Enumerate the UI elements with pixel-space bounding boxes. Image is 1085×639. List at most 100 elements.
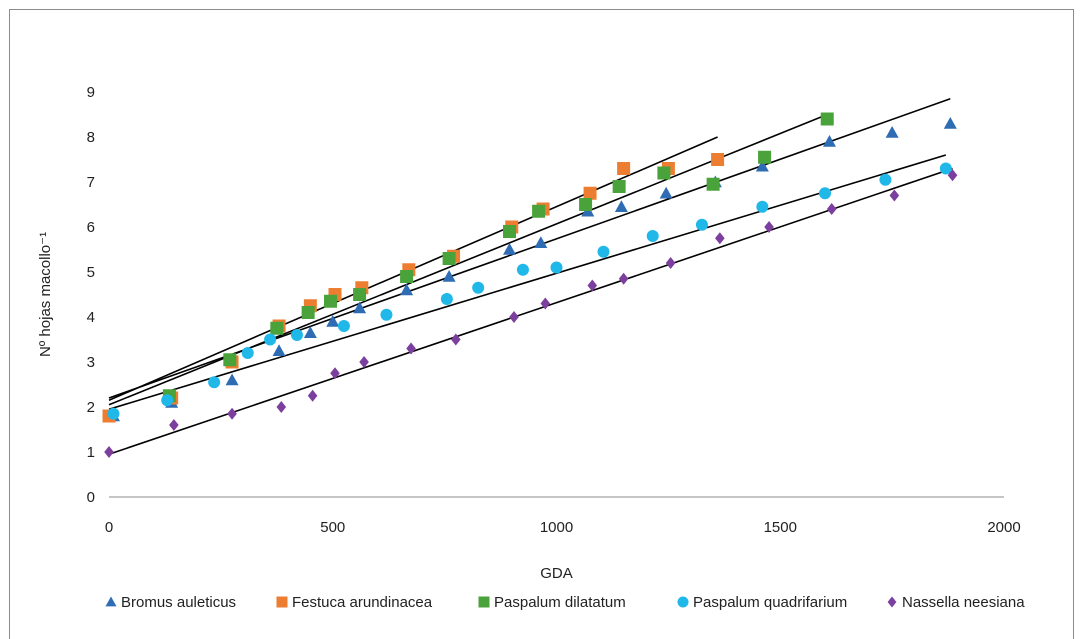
data-point (337, 320, 350, 332)
data-point (440, 293, 453, 305)
x-tick-label: 2000 (987, 519, 1020, 536)
data-point (324, 294, 338, 308)
data-point (665, 257, 676, 269)
data-point (241, 347, 254, 359)
data-point (826, 203, 837, 215)
data-point (822, 135, 836, 147)
legend-label: Festuca arundinacea (292, 594, 433, 611)
legend-label: Nassella neesiana (902, 594, 1025, 611)
data-point (400, 270, 414, 283)
data-point (587, 279, 598, 292)
data-point (540, 297, 551, 310)
x-tick-label: 1500 (764, 519, 797, 536)
legend-label: Paspalum dilatatum (494, 594, 626, 611)
y-tick-label: 8 (87, 129, 95, 146)
x-axis-title: GDA (540, 565, 573, 582)
trend-lines (108, 97, 953, 456)
data-point (290, 329, 303, 341)
x-axis-ticks: 0 500 1000 1500 2000 (105, 519, 1021, 536)
data-point (104, 446, 114, 458)
legend-marker (887, 596, 897, 608)
data-point (756, 200, 769, 213)
data-point (764, 221, 774, 233)
data-point (597, 245, 610, 258)
y-tick-label: 2 (87, 399, 95, 416)
y-tick-label: 6 (87, 219, 95, 236)
data-point (442, 270, 456, 282)
data-point (617, 162, 631, 175)
y-tick-label: 3 (87, 354, 95, 371)
data-point (301, 306, 315, 319)
data-point (276, 401, 287, 413)
x-tick-label: 0 (105, 519, 113, 536)
data-point (889, 189, 900, 202)
chart-frame (9, 9, 1074, 639)
data-point (272, 344, 286, 356)
data-point (353, 288, 367, 301)
data-point (503, 225, 517, 238)
legend-marker (276, 596, 288, 608)
y-tick-label: 7 (87, 174, 95, 191)
data-point (503, 243, 517, 255)
data-point (509, 311, 519, 323)
y-tick-label: 1 (87, 444, 95, 461)
data-point (380, 308, 393, 321)
data-point (400, 283, 414, 296)
x-tick-label: 1000 (540, 519, 573, 536)
y-axis-title: Nº hojas macollo⁻¹ (37, 232, 54, 357)
data-point (657, 166, 671, 180)
data-point (303, 326, 317, 338)
y-tick-label: 4 (87, 309, 95, 326)
legend-label: Paspalum quadrifarium (693, 594, 847, 611)
data-point (208, 376, 221, 389)
data-point (442, 252, 456, 265)
data-point (715, 232, 725, 245)
data-point (711, 153, 725, 166)
data-point (161, 394, 174, 407)
legend: Bromus auleticus Festuca arundinacea Paspa… (105, 594, 1025, 611)
data-points (102, 112, 958, 458)
legend-marker (478, 596, 490, 608)
data-point (223, 353, 237, 367)
data-point (695, 218, 708, 231)
data-point (451, 333, 461, 346)
x-tick-label: 500 (320, 519, 345, 536)
data-point (819, 187, 831, 200)
legend-marker (105, 596, 117, 607)
data-point (359, 356, 369, 368)
data-point (755, 159, 769, 172)
y-tick-label: 9 (87, 84, 95, 101)
data-point (516, 263, 529, 276)
data-point (326, 315, 340, 327)
data-point (618, 272, 629, 285)
data-point (550, 261, 563, 274)
data-point (353, 301, 367, 314)
data-point (614, 200, 628, 212)
data-point (943, 117, 957, 129)
data-point (820, 112, 834, 126)
data-point (532, 204, 546, 218)
data-point (612, 180, 626, 193)
data-point (706, 177, 720, 191)
data-point (579, 198, 593, 211)
data-point (583, 186, 597, 200)
trend-line (108, 154, 947, 411)
legend-marker (677, 596, 689, 608)
data-point (330, 367, 340, 380)
data-point (879, 173, 892, 186)
data-point (169, 419, 179, 431)
data-point (885, 126, 899, 138)
y-tick-label: 0 (87, 489, 95, 506)
y-axis-ticks: 0 1 2 3 4 5 6 7 8 9 (87, 84, 95, 506)
data-point (264, 333, 277, 346)
data-point (947, 169, 958, 182)
y-tick-label: 5 (87, 264, 95, 281)
data-point (225, 373, 239, 386)
legend-label: Bromus auleticus (121, 594, 236, 611)
data-point (939, 162, 952, 175)
data-point (646, 230, 659, 242)
data-point (270, 321, 284, 335)
data-point (406, 342, 416, 355)
data-point (107, 407, 120, 420)
